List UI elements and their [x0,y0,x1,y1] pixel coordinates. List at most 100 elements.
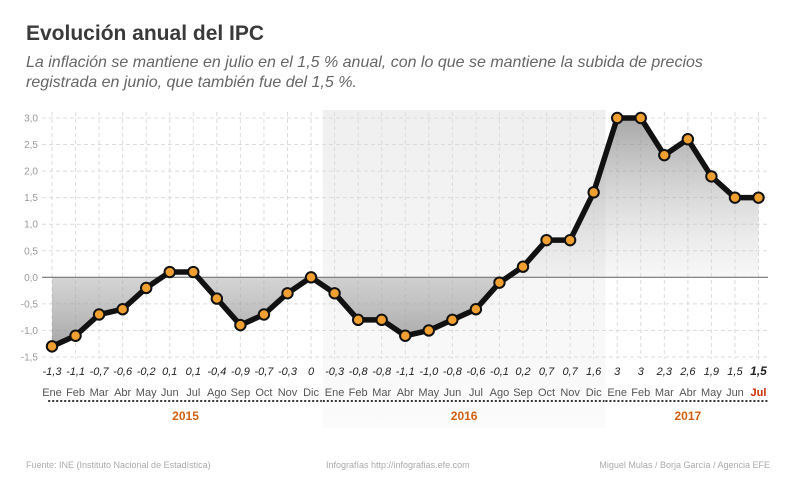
x-tick-label: Ene [42,387,62,399]
data-label: 0,2 [515,366,530,378]
data-point [210,292,224,305]
data-label: 2,6 [679,366,696,378]
data-label: 2,3 [656,366,673,378]
data-label: -0,4 [207,366,226,378]
data-label: -1,1 [66,366,85,378]
y-tick-label: -1,5 [21,353,39,364]
y-tick-label: 0,5 [24,246,38,257]
data-point [163,265,176,279]
data-label: -0,7 [90,366,110,378]
data-label: 0 [308,366,315,378]
data-point [92,308,106,321]
x-tick-label: Ene [325,387,345,399]
footer-site: Infografías http://infografias.efe.com [326,460,470,470]
x-tick-label: Feb [631,387,650,399]
x-tick-label: Mar [655,387,674,399]
data-label: 0,1 [186,366,201,378]
x-tick-label: Jul [751,387,767,399]
data-label: 1,6 [586,366,602,378]
data-point [469,303,483,316]
data-point [328,287,341,300]
data-point [540,233,553,247]
data-point [351,313,365,327]
chart-subtitle: La inflación se mantiene en julio en el … [26,54,703,91]
data-point [705,170,718,183]
data-point [257,308,271,321]
x-tick-label: Dic [303,387,319,399]
x-tick-label: Oct [538,387,555,399]
data-label: 0,1 [162,366,177,378]
y-tick-label: 3,0 [24,114,38,125]
y-tick-label: -1,0 [21,326,39,337]
x-tick-label: Ene [607,387,627,399]
data-label: -1,1 [396,366,415,378]
y-tick-label: 2,0 [24,167,38,178]
data-label: -1,0 [419,366,439,378]
data-label: -0,2 [137,366,156,378]
year-label: 2017 [674,409,701,423]
x-tick-label: Jul [186,387,200,399]
data-point [375,313,388,327]
data-point [446,313,459,327]
area-negative [52,277,508,347]
x-tick-label: Feb [66,387,85,399]
data-label: 1,9 [704,366,719,378]
data-point [493,276,506,289]
data-point [234,318,247,332]
x-tick-label: May [136,387,157,399]
x-tick-label: Abr [679,387,696,399]
x-tick-label: Feb [349,387,368,399]
data-label: -0,8 [443,366,463,378]
x-tick-label: Dic [586,387,602,399]
data-point [681,133,695,146]
data-point [140,281,153,295]
y-tick-label: 1,0 [24,220,38,231]
data-label: -0,8 [349,366,369,378]
x-tick-label: Jul [469,387,483,399]
data-point [658,148,671,162]
data-point [634,111,647,125]
data-label: 0,7 [562,366,578,378]
data-label: -0,3 [325,366,345,378]
data-point [304,271,318,284]
x-tick-label: May [418,387,439,399]
data-label: -0,6 [466,366,486,378]
x-tick-label: Jun [726,387,744,399]
y-tick-label: 1,5 [24,193,38,204]
data-label: 1,5 [750,364,767,378]
data-point [399,329,412,342]
data-label: -0,9 [231,366,250,378]
data-point [728,191,742,204]
data-point [752,191,765,204]
data-point [563,233,577,247]
data-label: -0,7 [254,366,274,378]
data-label: -0,6 [113,366,133,378]
footer-credits: Miguel Mulas / Borja García / Agencia EF… [599,460,770,470]
x-tick-label: Nov [560,387,580,399]
data-label: -1,3 [43,366,63,378]
data-point [45,340,59,353]
data-point [187,265,200,279]
data-label: 1,5 [727,366,743,378]
x-tick-label: May [701,387,722,399]
area-positive [52,118,759,278]
data-point [587,186,600,199]
x-tick-label: Mar [372,387,391,399]
data-point [611,111,624,125]
data-label: -0,8 [372,366,392,378]
data-label: 0,7 [539,366,555,378]
data-label: 3 [638,366,645,378]
x-tick-label: Ago [207,387,227,399]
x-tick-label: Ago [490,387,510,399]
x-tick-label: Mar [90,387,109,399]
x-tick-label: Sep [513,387,533,399]
y-tick-label: 0,0 [24,273,38,284]
chart-title: Evolución anual del IPC [26,22,265,45]
data-label: -0,3 [278,366,298,378]
x-tick-label: Abr [114,387,131,399]
data-label: 3 [614,366,621,378]
data-point [516,260,530,273]
x-tick-label: Jun [161,387,179,399]
x-tick-label: Abr [397,387,414,399]
